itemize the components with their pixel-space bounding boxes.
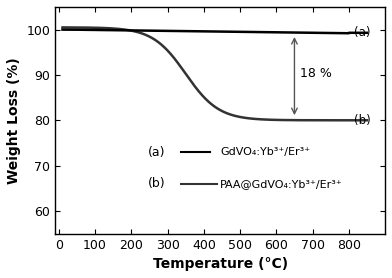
Y-axis label: Weight Loss (%): Weight Loss (%) [7, 57, 21, 184]
X-axis label: Temperature (°C): Temperature (°C) [152, 257, 288, 271]
Text: (b): (b) [354, 114, 371, 127]
Text: (b): (b) [147, 177, 165, 190]
Text: PAA@GdVO₄:Yb³⁺/Er³⁺: PAA@GdVO₄:Yb³⁺/Er³⁺ [220, 179, 343, 189]
Text: (a): (a) [147, 145, 165, 158]
Text: 18 %: 18 % [300, 67, 332, 80]
Text: (a): (a) [354, 26, 371, 39]
Text: GdVO₄:Yb³⁺/Er³⁺: GdVO₄:Yb³⁺/Er³⁺ [220, 147, 310, 157]
